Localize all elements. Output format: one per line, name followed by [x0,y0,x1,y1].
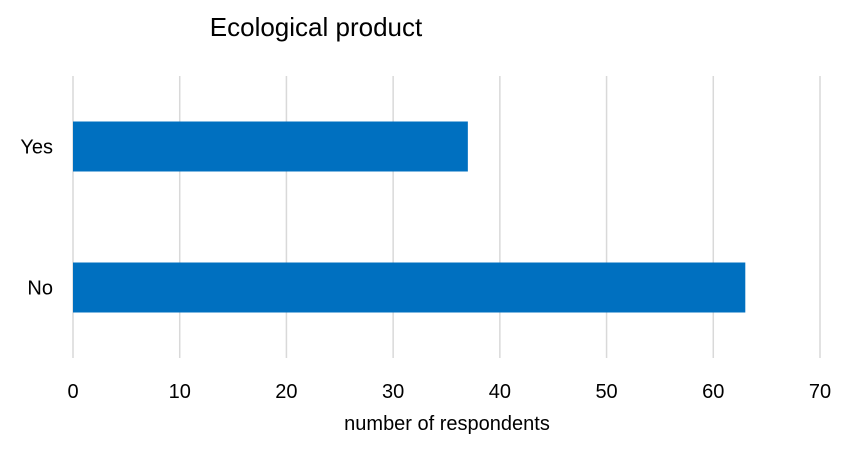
y-category-label-yes: Yes [20,137,53,159]
x-tick-label: 70 [809,381,831,403]
y-axis-categories: Yes No [20,137,53,300]
chart-title: Ecological product [210,12,423,42]
x-tick-label: 50 [595,381,617,403]
x-tick-label: 10 [169,381,191,403]
x-axis-ticks: 0 10 20 30 40 50 60 70 [67,381,831,403]
y-category-label-no: No [27,278,53,300]
x-tick-label: 20 [275,381,297,403]
gridlines [72,76,821,358]
x-tick-label: 0 [67,381,78,403]
bar-no [73,262,746,313]
bars [73,121,746,313]
x-axis-title: number of respondents [344,413,550,435]
x-tick-label: 40 [489,381,511,403]
x-tick-label: 60 [702,381,724,403]
x-tick-label: 30 [382,381,404,403]
bar-yes [73,121,468,172]
